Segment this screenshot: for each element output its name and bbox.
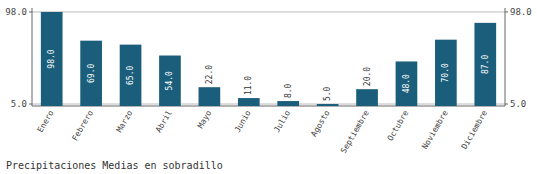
data-label: 87.0: [481, 55, 490, 74]
y-tick-label: 5.0: [11, 99, 27, 109]
bar: [199, 87, 221, 106]
grid-line: [32, 104, 505, 105]
bar: [277, 101, 299, 106]
data-label: 5.0: [323, 86, 332, 101]
x-tick-label: Noviembre: [420, 109, 450, 151]
bar: [356, 89, 378, 106]
x-tick-label: Septiembre: [339, 109, 371, 155]
data-label: 98.0: [47, 49, 56, 68]
x-tick-label: Agosto: [309, 109, 331, 139]
bar: [238, 98, 260, 106]
data-label: 20.0: [363, 67, 372, 86]
y-tick: [29, 104, 32, 105]
x-tick-label: Julio: [272, 109, 292, 135]
data-label: 11.0: [244, 76, 253, 95]
bar: [120, 45, 142, 106]
grid-line: [32, 11, 505, 12]
title: Precipitaciones Medias en sobradillo: [6, 160, 223, 171]
data-label: 48.0: [402, 74, 411, 93]
x-tick-label: Enero: [36, 109, 56, 135]
x-tick-label: Mayo: [196, 109, 214, 130]
bar: [435, 40, 457, 106]
data-label: 8.0: [284, 83, 293, 98]
y2-axis-line: [505, 8, 506, 106]
data-label: 22.0: [205, 65, 214, 84]
data-label: 70.0: [441, 63, 450, 82]
x-axis-line: [32, 106, 505, 107]
x-tick-label: Junio: [233, 109, 253, 135]
x-tick-label: Abril: [154, 109, 174, 135]
y-axis-line: [32, 8, 33, 106]
x-tick-label: Octubre: [386, 109, 411, 143]
bar: [80, 41, 102, 106]
x-tick-label: Diciembre: [460, 109, 490, 151]
bar: [159, 56, 181, 106]
y2-tick: [505, 104, 508, 105]
y2-tick: [505, 11, 508, 12]
y2-tick-label: 98.0: [510, 7, 532, 17]
bar: [41, 12, 63, 106]
y-tick-label: 98.0: [5, 7, 27, 17]
data-label: 69.0: [87, 64, 96, 83]
x-tick-label: Febrero: [70, 109, 95, 143]
x-tick-label: Marzo: [115, 109, 135, 135]
y2-tick-label: 5.0: [510, 99, 526, 109]
bar: [396, 61, 418, 106]
chart: 5.0 98.0 5.0 98.0 98.0 69.0 65.0 54.0 22.0 11.0 8.…: [0, 0, 537, 174]
y-tick: [29, 11, 32, 12]
data-label: 65.0: [126, 65, 135, 84]
bar: [317, 104, 339, 106]
bars: [41, 12, 496, 106]
bar: [474, 23, 496, 106]
data-label: 54.0: [165, 71, 174, 90]
